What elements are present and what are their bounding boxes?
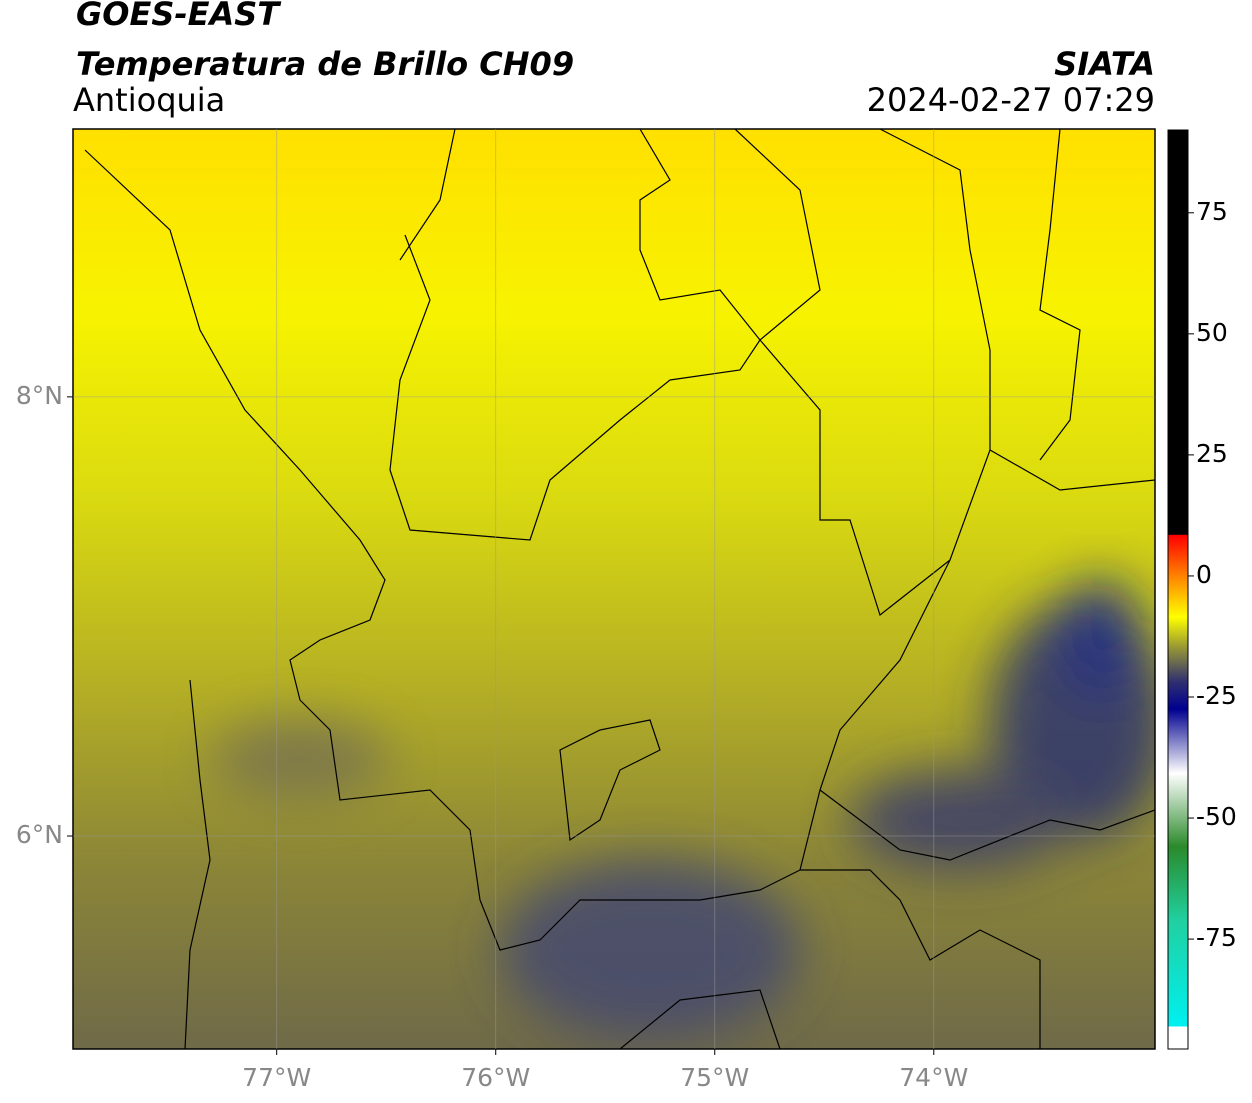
map-frame (72, 128, 1156, 1050)
colorbar (1167, 129, 1189, 1050)
colorbar-tick-label: 25 (1196, 439, 1228, 468)
colorbar-tick-label: -50 (1196, 802, 1237, 831)
colorbar-tick-label: 0 (1196, 560, 1212, 589)
x-tick-label: 75°W (680, 1063, 749, 1092)
y-tick-label: 8°N (16, 381, 63, 410)
title: GOES-EAST (76, 0, 281, 33)
x-tick-label: 77°W (242, 1063, 311, 1092)
y-tick-label: 6°N (16, 820, 63, 849)
colorbar-tick-label: -75 (1196, 923, 1237, 952)
colorbar-tick-label: -25 (1196, 681, 1237, 710)
map-image (73, 129, 1155, 1049)
source: SIATA (1054, 45, 1155, 83)
datetime: 2024-02-27 07:29 (867, 81, 1155, 119)
x-tick-label: 76°W (461, 1063, 530, 1092)
colorbar-tick-label: 75 (1196, 197, 1228, 226)
x-tick-label: 74°W (899, 1063, 968, 1092)
region: Antioquia (73, 81, 225, 119)
colorbar-tick-label: 50 (1196, 318, 1228, 347)
subtitle: Temperatura de Brillo CH09 (76, 45, 574, 83)
